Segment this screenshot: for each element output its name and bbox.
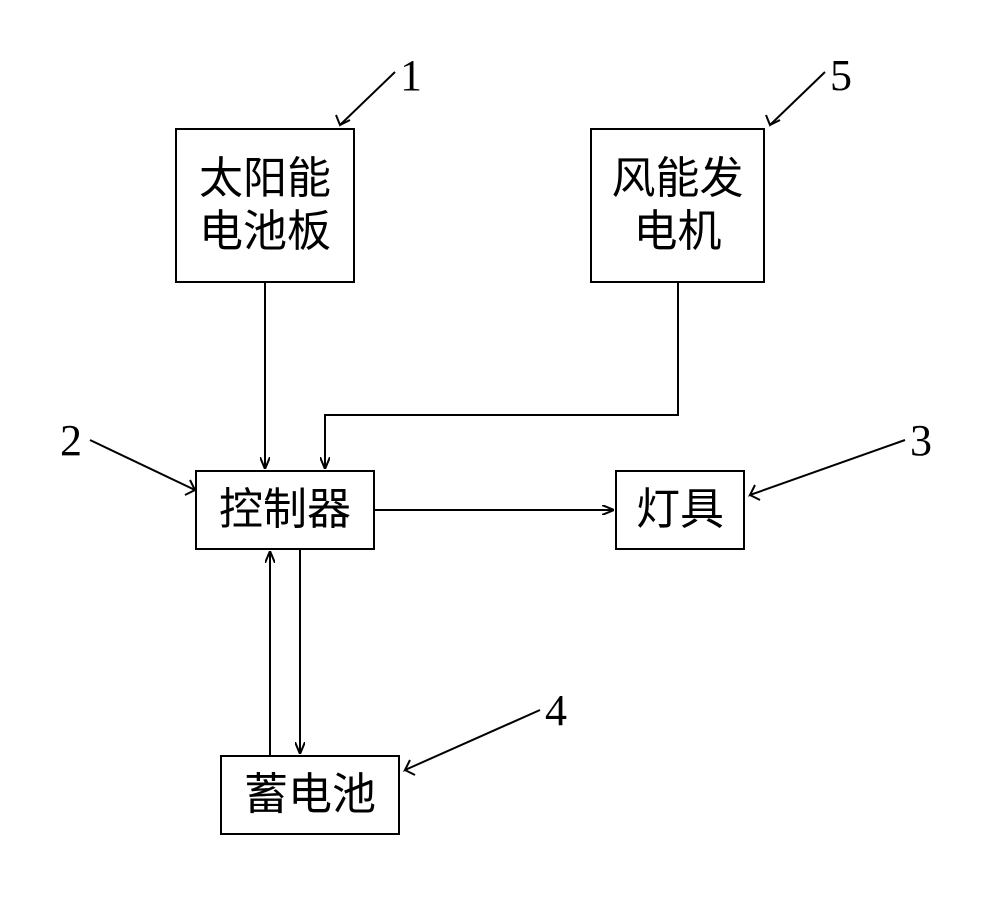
node-solar: 太阳能电池板 [175,128,355,283]
pointer-3 [750,440,905,495]
node-wind-label: 风能发电机 [612,153,744,259]
label-5: 5 [830,50,852,101]
node-battery-label: 蓄电池 [244,769,376,822]
connectors-svg [0,0,1000,922]
edge-wind-controller [325,283,678,468]
label-2: 2 [60,415,82,466]
node-controller-label: 控制器 [219,484,351,537]
pointer-1 [336,72,395,125]
node-solar-label: 太阳能电池板 [199,153,331,259]
label-1: 1 [400,50,422,101]
label-4: 4 [545,685,567,736]
label-3: 3 [910,415,932,466]
pointer-5 [766,72,825,125]
node-controller: 控制器 [195,470,375,550]
node-lamp-label: 灯具 [636,484,724,537]
pointer-4 [405,710,540,770]
node-wind: 风能发电机 [590,128,765,283]
node-lamp: 灯具 [615,470,745,550]
pointer-2 [90,440,195,490]
node-battery: 蓄电池 [220,755,400,835]
